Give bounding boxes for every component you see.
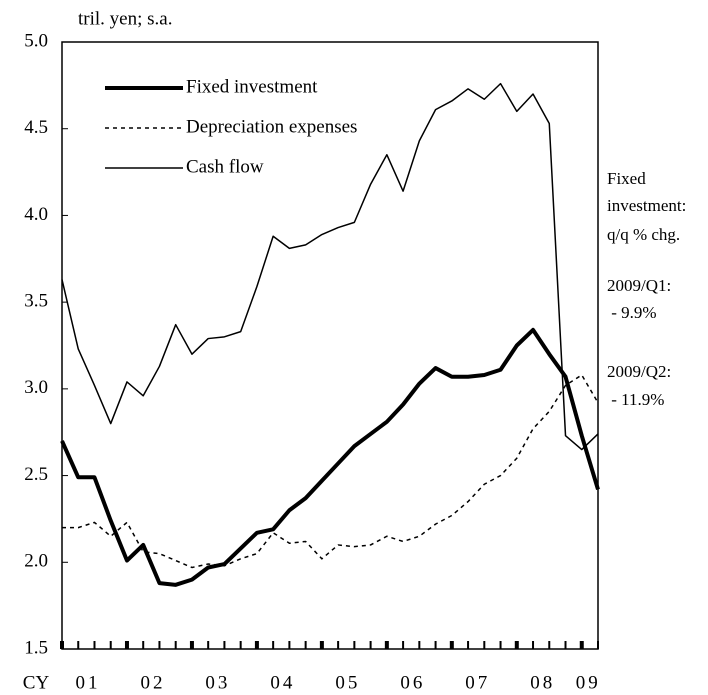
x-tick-label: 03: [205, 672, 230, 693]
series-line: [61, 82, 599, 451]
annotation: Fixed: [607, 169, 646, 188]
y-unit-label: tril. yen; s.a.: [78, 8, 172, 29]
x-tick-label: 07: [465, 672, 490, 693]
plot-frame: [61, 41, 599, 650]
y-tick-label: 4.0: [24, 204, 48, 225]
y-tick-label: 2.5: [24, 464, 48, 485]
x-tick-label: 05: [335, 672, 360, 693]
y-tick-label: 1.5: [24, 637, 48, 658]
series-line: [60, 327, 600, 587]
annotation: investment:: [607, 196, 686, 215]
y-tick-label: 2.0: [24, 551, 48, 572]
legend-label: Depreciation expenses: [186, 116, 357, 137]
x-tick-label: 01: [75, 672, 100, 693]
x-tick-label: 09: [576, 672, 601, 693]
y-tick-label: 4.5: [24, 117, 48, 138]
x-tick-label: 06: [400, 672, 425, 693]
annotation: q/q % chg.: [607, 225, 680, 244]
annotation: 2009/Q1:: [607, 276, 671, 295]
annotation: 2009/Q2:: [607, 362, 671, 381]
y-tick-label: 3.0: [24, 377, 48, 398]
annotation: - 9.9%: [607, 303, 657, 322]
y-tick-label: 3.5: [24, 291, 48, 312]
x-tick-label: 04: [270, 672, 295, 693]
x-tick-label: 08: [530, 672, 555, 693]
y-tick-label: 5.0: [24, 30, 48, 51]
x-prefix: CY: [23, 672, 50, 693]
annotation: - 11.9%: [607, 390, 664, 409]
x-tick-label: 02: [140, 672, 165, 693]
legend-label: Cash flow: [186, 156, 264, 177]
legend-label: Fixed investment: [186, 76, 318, 97]
